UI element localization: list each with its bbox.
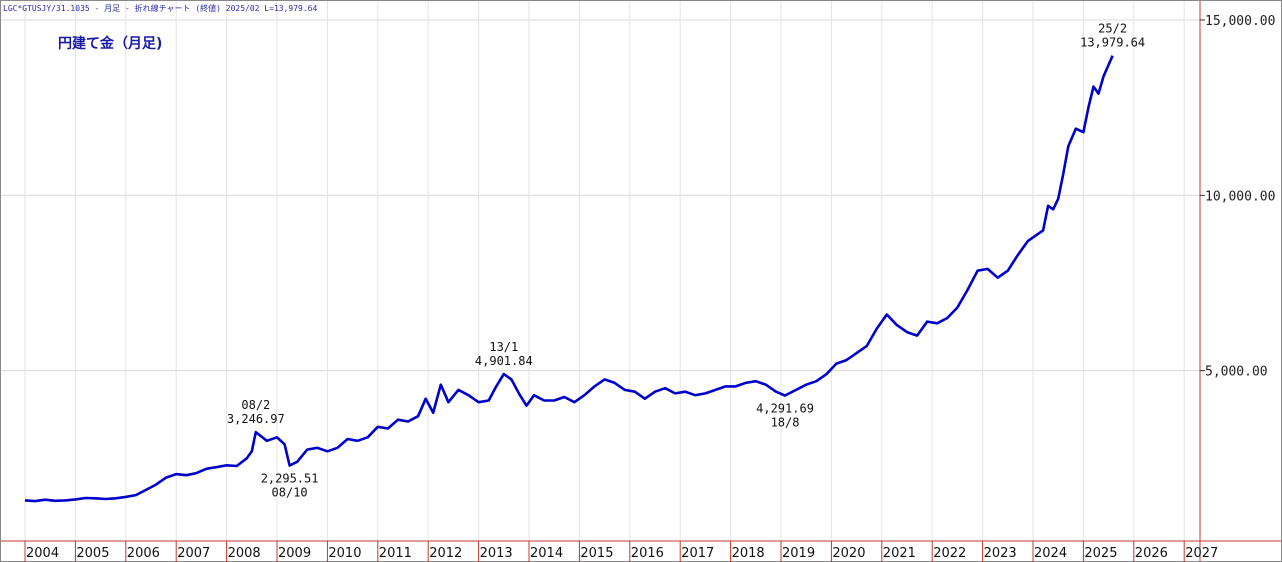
x-tick-label: 2009 [278, 546, 311, 561]
x-tick-label: 2014 [530, 546, 563, 561]
x-tick-label: 2021 [883, 546, 916, 561]
series [24, 55, 1114, 503]
x-tick-label: 2027 [1185, 546, 1218, 561]
x-axis: 2004 2005 2006 2007 2008 2009 2010 2011 2012 2013… [24, 541, 1218, 562]
y-tick-label: 10,000.00 [1205, 189, 1275, 204]
x-tick-label: 2019 [782, 546, 815, 561]
x-tick-label: 2016 [631, 546, 664, 561]
x-tick-label: 2024 [1034, 546, 1067, 561]
annotation-period: 08/2 [241, 398, 270, 412]
x-tick-label: 2012 [429, 546, 462, 561]
annotation-value: 13,979.64 [1080, 36, 1145, 50]
annotation-period: 08/10 [272, 485, 308, 499]
annotation-period: 13/1 [489, 340, 518, 354]
x-tick-label: 2018 [732, 546, 765, 561]
x-tick-label: 2023 [984, 546, 1017, 561]
annotation-value: 2,295.51 [261, 471, 319, 485]
header-info: LGC*GTUSJY/31.1035 - 月足 - 折れ線チャート (終値) 2… [3, 3, 317, 13]
annotation-value: 4,901.84 [475, 354, 533, 368]
x-tick-label: 2005 [76, 546, 109, 561]
x-tick-label: 2008 [228, 546, 261, 561]
x-tick-label: 2020 [832, 546, 865, 561]
x-tick-label: 2025 [1084, 546, 1117, 561]
x-tick-label: 2010 [328, 546, 361, 561]
series-line [24, 55, 1114, 503]
annotation-value: 4,291.69 [756, 401, 814, 415]
y-axis: 15,000.00 10,000.00 5,000.00 [1200, 14, 1275, 380]
grid [0, 0, 1200, 541]
x-tick-label: 2026 [1135, 546, 1168, 561]
x-tick-label: 2007 [177, 546, 210, 561]
x-tick-label: 2017 [681, 546, 714, 561]
x-tick-label: 2006 [127, 546, 160, 561]
chart-title: 円建て金（月足) [58, 35, 162, 52]
y-tick-label: 15,000.00 [1205, 14, 1275, 29]
annotation-value: 3,246.97 [227, 412, 285, 426]
x-tick-label: 2022 [933, 546, 966, 561]
y-tick-label: 5,000.00 [1205, 365, 1268, 380]
x-tick-label: 2015 [580, 546, 613, 561]
x-tick-label: 2004 [26, 546, 59, 561]
annotation-period: 25/2 [1098, 22, 1127, 36]
annotation-period: 18/8 [771, 415, 800, 429]
x-tick-label: 2011 [379, 546, 412, 561]
x-tick-label: 2013 [480, 546, 513, 561]
